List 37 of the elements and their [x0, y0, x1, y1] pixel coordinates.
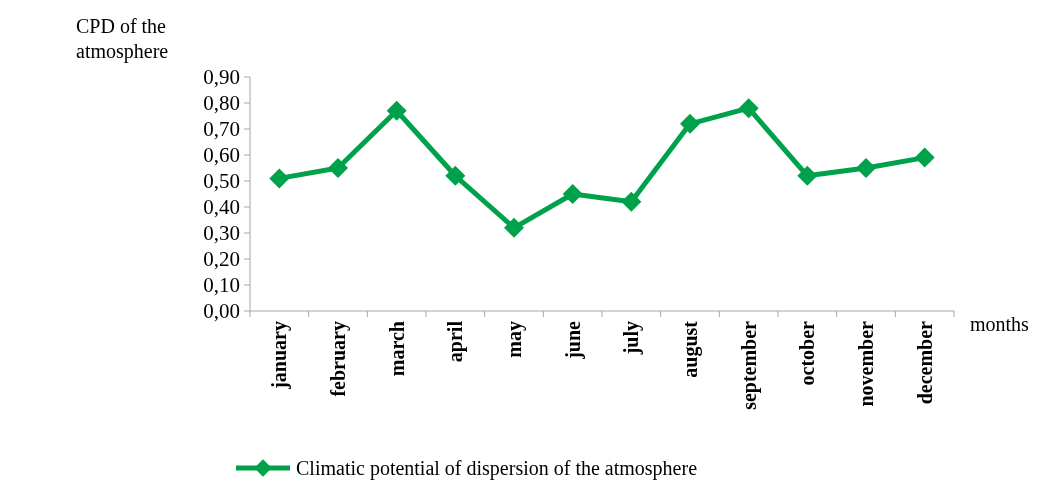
- y-tick-label: 0,30: [203, 221, 240, 246]
- y-tick-label: 0,70: [203, 117, 240, 142]
- x-tick-label: december: [913, 320, 936, 405]
- y-tick-label: 0,20: [203, 247, 240, 272]
- x-tick-label: april: [444, 320, 468, 363]
- y-tick-label: 0,40: [203, 195, 240, 220]
- x-tick-label: may: [503, 321, 526, 358]
- point: [738, 98, 759, 119]
- y-axis-title: CPD of the atmosphere: [76, 15, 169, 63]
- point: [621, 191, 642, 212]
- y-tick-label: 0,10: [203, 273, 240, 298]
- x-tick-label: september: [737, 320, 761, 410]
- y-tick-label: 0,60: [203, 143, 240, 168]
- legend-label: Climatic potential of dispersion of the atmosphere: [296, 457, 698, 480]
- point: [269, 168, 290, 189]
- y-tick-label: 0,90: [203, 65, 240, 90]
- x-tick-label: november: [855, 320, 877, 407]
- y-tick-label: 0,80: [203, 91, 240, 116]
- y-tick-label: 0,00: [203, 299, 240, 324]
- point: [562, 184, 583, 204]
- x-tick-label: october: [796, 320, 819, 386]
- point: [504, 217, 524, 238]
- point: [386, 100, 407, 121]
- point: [797, 165, 818, 186]
- point: [856, 158, 876, 178]
- point: [680, 113, 700, 134]
- point: [914, 147, 935, 168]
- x-tick-label: march: [385, 321, 408, 377]
- point: [445, 165, 466, 186]
- y-tick-label: 0,50: [203, 169, 240, 194]
- point: [328, 158, 348, 178]
- x-axis-title: months: [970, 313, 1030, 335]
- x-tick-label: july: [620, 321, 644, 356]
- x-tick-label: february: [327, 321, 350, 397]
- x-tick-label: august: [679, 320, 702, 378]
- x-tick-label: january: [268, 321, 292, 390]
- x-tick-label: june: [561, 320, 585, 360]
